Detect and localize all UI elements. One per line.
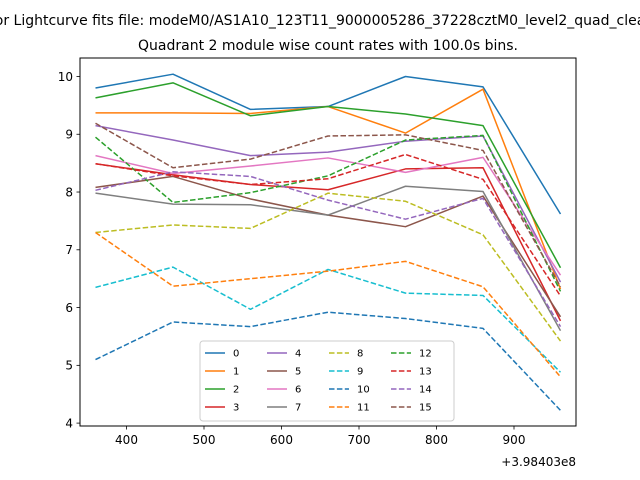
series-line-9 xyxy=(95,266,562,373)
legend-label-5: 5 xyxy=(295,367,301,378)
legend-label-14: 14 xyxy=(419,385,432,396)
y-tick-label: 6 xyxy=(65,301,73,315)
series-line-2 xyxy=(95,82,562,269)
legend-label-0: 0 xyxy=(233,349,239,360)
x-tick-label: 800 xyxy=(425,433,448,447)
series-line-3 xyxy=(95,162,562,322)
x-tick-label: 400 xyxy=(115,433,138,447)
legend-label-1: 1 xyxy=(233,367,239,378)
x-tick-label: 500 xyxy=(193,433,216,447)
series-line-14 xyxy=(95,171,562,328)
legend-label-11: 11 xyxy=(357,403,370,414)
x-offset-label: +3.98403e8 xyxy=(501,455,576,469)
legend-label-6: 6 xyxy=(295,385,301,396)
legend-label-7: 7 xyxy=(295,403,301,414)
series-line-6 xyxy=(95,154,562,276)
series-line-8 xyxy=(95,192,562,342)
axes-frame xyxy=(79,57,577,427)
legend-label-12: 12 xyxy=(419,349,432,360)
legend-label-10: 10 xyxy=(357,385,370,396)
series-line-12 xyxy=(95,134,562,292)
legend-label-8: 8 xyxy=(357,349,363,360)
legend-label-2: 2 xyxy=(233,385,239,396)
series-line-15 xyxy=(95,122,562,288)
legend-label-3: 3 xyxy=(233,403,239,414)
plot-area xyxy=(95,73,562,411)
y-tick-label: 9 xyxy=(65,128,73,142)
y-tick-label: 4 xyxy=(65,416,73,430)
y-tick-label: 8 xyxy=(65,185,73,199)
series-line-10 xyxy=(95,311,562,411)
legend-label-13: 13 xyxy=(419,367,432,378)
x-tick-label: 900 xyxy=(503,433,526,447)
y-tick-label: 10 xyxy=(58,70,73,84)
series-line-7 xyxy=(95,185,562,332)
y-tick-label: 7 xyxy=(65,243,73,257)
series-line-13 xyxy=(95,153,562,297)
legend-label-4: 4 xyxy=(295,349,301,360)
x-tick-label: 600 xyxy=(270,433,293,447)
figure-suptitle: Plot for Lightcurve fits file: modeM0/AS… xyxy=(0,13,640,29)
x-tick-label: 700 xyxy=(348,433,371,447)
legend-box xyxy=(199,340,455,422)
chart-title: Quadrant 2 module wise count rates with … xyxy=(138,38,518,54)
legend-label-9: 9 xyxy=(357,367,363,378)
legend-label-15: 15 xyxy=(419,403,432,414)
series-line-11 xyxy=(95,231,562,378)
y-tick-label: 5 xyxy=(65,359,73,373)
